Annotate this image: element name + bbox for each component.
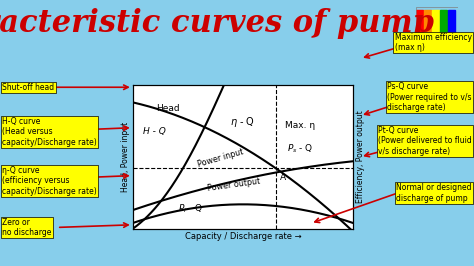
Text: Head: Head xyxy=(156,104,180,113)
Text: Max. η: Max. η xyxy=(285,121,315,130)
Text: Pt-Q curve
(Power delivered to fluid
v/s discharge rate): Pt-Q curve (Power delivered to fluid v/s… xyxy=(378,126,472,156)
Text: Shut-off head: Shut-off head xyxy=(2,83,55,92)
Text: H-Q curve
(Head versus
capacity/Discharge rate): H-Q curve (Head versus capacity/Discharg… xyxy=(2,117,97,147)
Text: Maximum efficiency
(max η): Maximum efficiency (max η) xyxy=(395,33,472,52)
Text: Normal or designed
discharge of pump: Normal or designed discharge of pump xyxy=(396,183,472,202)
Text: Characteristic curves of pump: Characteristic curves of pump xyxy=(0,8,434,39)
Text: A: A xyxy=(281,173,286,182)
Text: Zero or
no discharge: Zero or no discharge xyxy=(2,218,52,237)
Text: $P_i$ - Q: $P_i$ - Q xyxy=(178,202,202,215)
Text: $P_s$ - Q: $P_s$ - Q xyxy=(287,142,313,155)
Bar xyxy=(432,10,439,48)
Text: Ps-Q curve
(Power required to v/s
discharge rate): Ps-Q curve (Power required to v/s discha… xyxy=(387,82,472,112)
Text: Power output: Power output xyxy=(207,177,261,193)
Bar xyxy=(440,10,447,48)
X-axis label: Capacity / Discharge rate →: Capacity / Discharge rate → xyxy=(184,231,301,240)
Y-axis label: Efficiency, Power output: Efficiency, Power output xyxy=(356,111,365,203)
Bar xyxy=(424,10,431,48)
Text: H - Q: H - Q xyxy=(143,127,166,136)
Bar xyxy=(416,10,423,48)
Y-axis label: Head, Power input: Head, Power input xyxy=(121,122,130,192)
Text: η-Q curve
(efficiency versus
capacity/Discharge rate): η-Q curve (efficiency versus capacity/Di… xyxy=(2,166,97,196)
Text: Power input: Power input xyxy=(197,147,245,169)
Text: $\eta$ - Q: $\eta$ - Q xyxy=(230,115,255,129)
Bar xyxy=(448,10,455,48)
